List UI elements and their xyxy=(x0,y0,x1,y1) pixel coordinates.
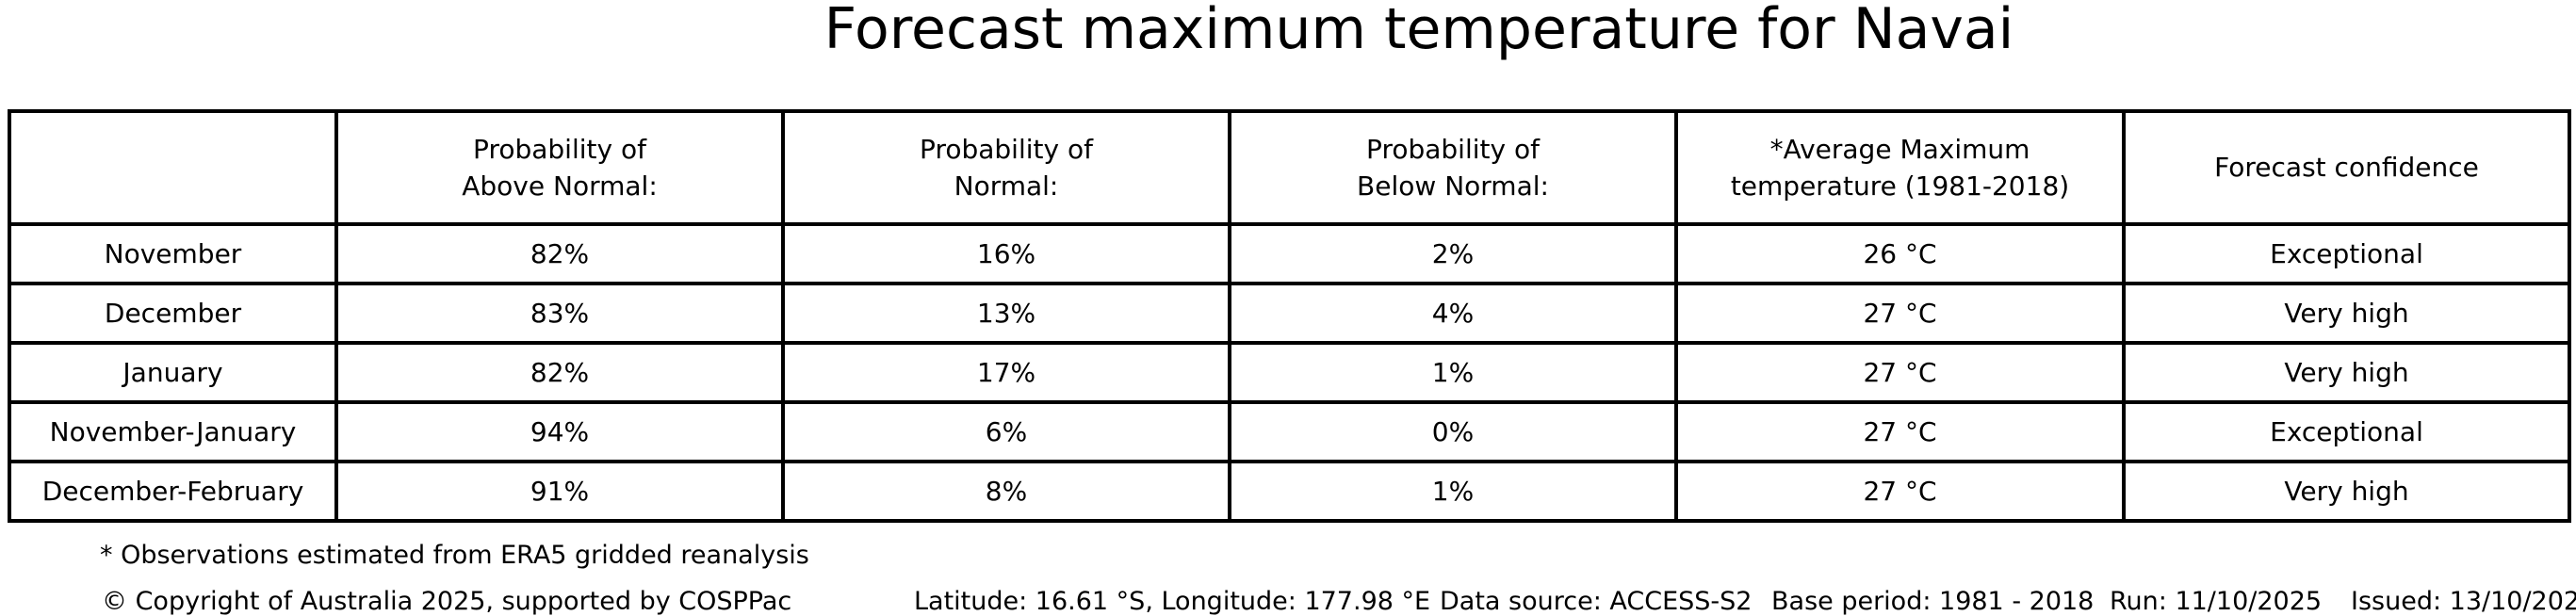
footnote-text: * Observations estimated from ERA5 gridd… xyxy=(100,541,809,570)
cell-confidence: Exceptional xyxy=(2122,222,2571,285)
corner-cell xyxy=(8,109,338,226)
issued-date-text: Issued: 13/10/2025 xyxy=(2351,587,2576,616)
cell-confidence: Very high xyxy=(2122,282,2571,345)
cell-avg-max-temp: 27 °C xyxy=(1674,460,2126,523)
row-label: December xyxy=(8,282,338,345)
cell-below-normal: 2% xyxy=(1228,222,1678,285)
cell-normal: 17% xyxy=(781,341,1231,404)
table-row-december: December 83% 13% 4% 27 °C Very high xyxy=(8,282,2571,345)
cell-avg-max-temp: 27 °C xyxy=(1674,341,2126,404)
row-label: November-January xyxy=(8,400,338,463)
cell-above-normal: 83% xyxy=(334,282,785,345)
cell-normal: 16% xyxy=(781,222,1231,285)
table-row-november-january: November-January 94% 6% 0% 27 °C Excepti… xyxy=(8,400,2571,463)
row-label: November xyxy=(8,222,338,285)
cell-above-normal: 91% xyxy=(334,460,785,523)
col-header-normal: Probability of Normal: xyxy=(781,109,1231,226)
cell-normal: 13% xyxy=(781,282,1231,345)
cell-confidence: Very high xyxy=(2122,341,2571,404)
cell-avg-max-temp: 27 °C xyxy=(1674,400,2126,463)
cell-below-normal: 1% xyxy=(1228,460,1678,523)
cell-confidence: Very high xyxy=(2122,460,2571,523)
cell-above-normal: 82% xyxy=(334,341,785,404)
cell-above-normal: 82% xyxy=(334,222,785,285)
cell-normal: 8% xyxy=(781,460,1231,523)
col-header-below-normal: Probability of Below Normal: xyxy=(1228,109,1678,226)
cell-below-normal: 0% xyxy=(1228,400,1678,463)
base-period-text: Base period: 1981 - 2018 xyxy=(1771,587,2095,616)
col-header-above-normal: Probability of Above Normal: xyxy=(334,109,785,226)
cell-above-normal: 94% xyxy=(334,400,785,463)
col-header-forecast-confidence: Forecast confidence xyxy=(2122,109,2571,226)
data-source-text: Data source: ACCESS-S2 xyxy=(1440,587,1753,616)
cell-normal: 6% xyxy=(781,400,1231,463)
row-label: January xyxy=(8,341,338,404)
table-row-december-february: December-February 91% 8% 1% 27 °C Very h… xyxy=(8,460,2571,523)
table-row-november: November 82% 16% 2% 26 °C Exceptional xyxy=(8,222,2571,285)
copyright-text: © Copyright of Australia 2025, supported… xyxy=(102,587,792,616)
cell-below-normal: 4% xyxy=(1228,282,1678,345)
forecast-table: Probability of Above Normal: Probability… xyxy=(8,109,2571,523)
table-row-january: January 82% 17% 1% 27 °C Very high xyxy=(8,341,2571,404)
location-text: Latitude: 16.61 °S, Longitude: 177.98 °E xyxy=(914,587,1431,616)
col-header-avg-max-temp: *Average Maximum temperature (1981-2018) xyxy=(1674,109,2126,226)
page-title: Forecast maximum temperature for Navai xyxy=(823,0,2014,62)
table-header-row: Probability of Above Normal: Probability… xyxy=(8,109,2571,226)
row-label: December-February xyxy=(8,460,338,523)
cell-avg-max-temp: 27 °C xyxy=(1674,282,2126,345)
cell-below-normal: 1% xyxy=(1228,341,1678,404)
run-date-text: Run: 11/10/2025 xyxy=(2110,587,2323,616)
cell-confidence: Exceptional xyxy=(2122,400,2571,463)
cell-avg-max-temp: 26 °C xyxy=(1674,222,2126,285)
